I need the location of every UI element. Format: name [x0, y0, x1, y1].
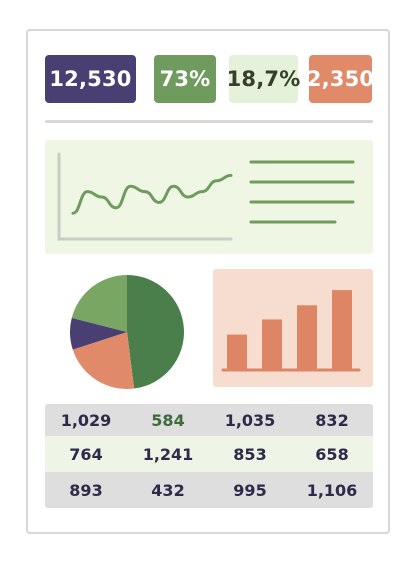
kpi-tile-3[interactable]: 18,7%	[227, 55, 300, 103]
line-chart-panel[interactable]	[45, 140, 373, 254]
bar-3[interactable]	[297, 305, 317, 369]
line-chart	[57, 152, 355, 241]
kpi-tile-1[interactable]: 12,530	[45, 55, 136, 103]
table-cell: 1,035	[224, 410, 276, 430]
bar-1[interactable]	[227, 334, 247, 369]
table-cell: 1,106	[306, 480, 358, 500]
line-chart-axis	[57, 152, 233, 241]
table-cell: 1,029	[60, 410, 112, 430]
line-chart-legend	[249, 160, 355, 224]
table-cell: 432	[151, 480, 185, 500]
pie-slice-2[interactable]	[72, 332, 135, 389]
bar-4[interactable]	[332, 290, 352, 369]
data-table: 1,029 584 1,035 832 764 1,241 853 658 89…	[45, 404, 373, 508]
table-cell: 893	[69, 480, 103, 500]
table-cell: 853	[233, 444, 267, 464]
pie-slice-4[interactable]	[71, 275, 127, 332]
bar-2[interactable]	[262, 319, 282, 369]
table-cell: 995	[233, 480, 267, 500]
pie-slice-1[interactable]	[127, 275, 184, 389]
table-row[interactable]: 764 1,241 853 658	[45, 436, 373, 472]
table-cell: 764	[69, 444, 103, 464]
table-cell: 658	[315, 444, 349, 464]
kpi-tile-2[interactable]: 73%	[154, 55, 216, 103]
dashboard-card: 12,530 73% 18,7% 2,350 1,029 584 1,035 8…	[26, 29, 390, 534]
pie-chart	[70, 275, 184, 389]
bar-chart	[221, 290, 361, 372]
table-cell: 832	[315, 410, 349, 430]
table-row[interactable]: 893 432 995 1,106	[45, 472, 373, 508]
pie-slice-3[interactable]	[70, 317, 127, 350]
section-divider	[45, 120, 373, 123]
kpi-tile-4[interactable]: 2,350	[307, 55, 374, 103]
line-chart-series-line	[71, 173, 233, 215]
pie-chart-panel[interactable]	[68, 273, 186, 391]
table-cell: 584	[151, 410, 185, 430]
bar-chart-panel[interactable]	[213, 269, 373, 387]
table-cell: 1,241	[142, 444, 194, 464]
table-row[interactable]: 1,029 584 1,035 832	[45, 404, 373, 436]
